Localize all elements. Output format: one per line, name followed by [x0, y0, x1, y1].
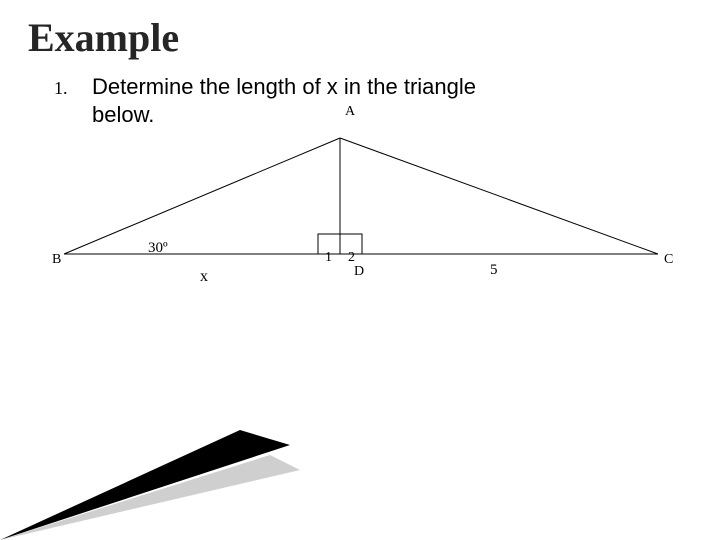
decor-shard-dark	[0, 430, 290, 540]
corner-decor	[0, 0, 720, 540]
decor-shard-light	[0, 455, 300, 540]
